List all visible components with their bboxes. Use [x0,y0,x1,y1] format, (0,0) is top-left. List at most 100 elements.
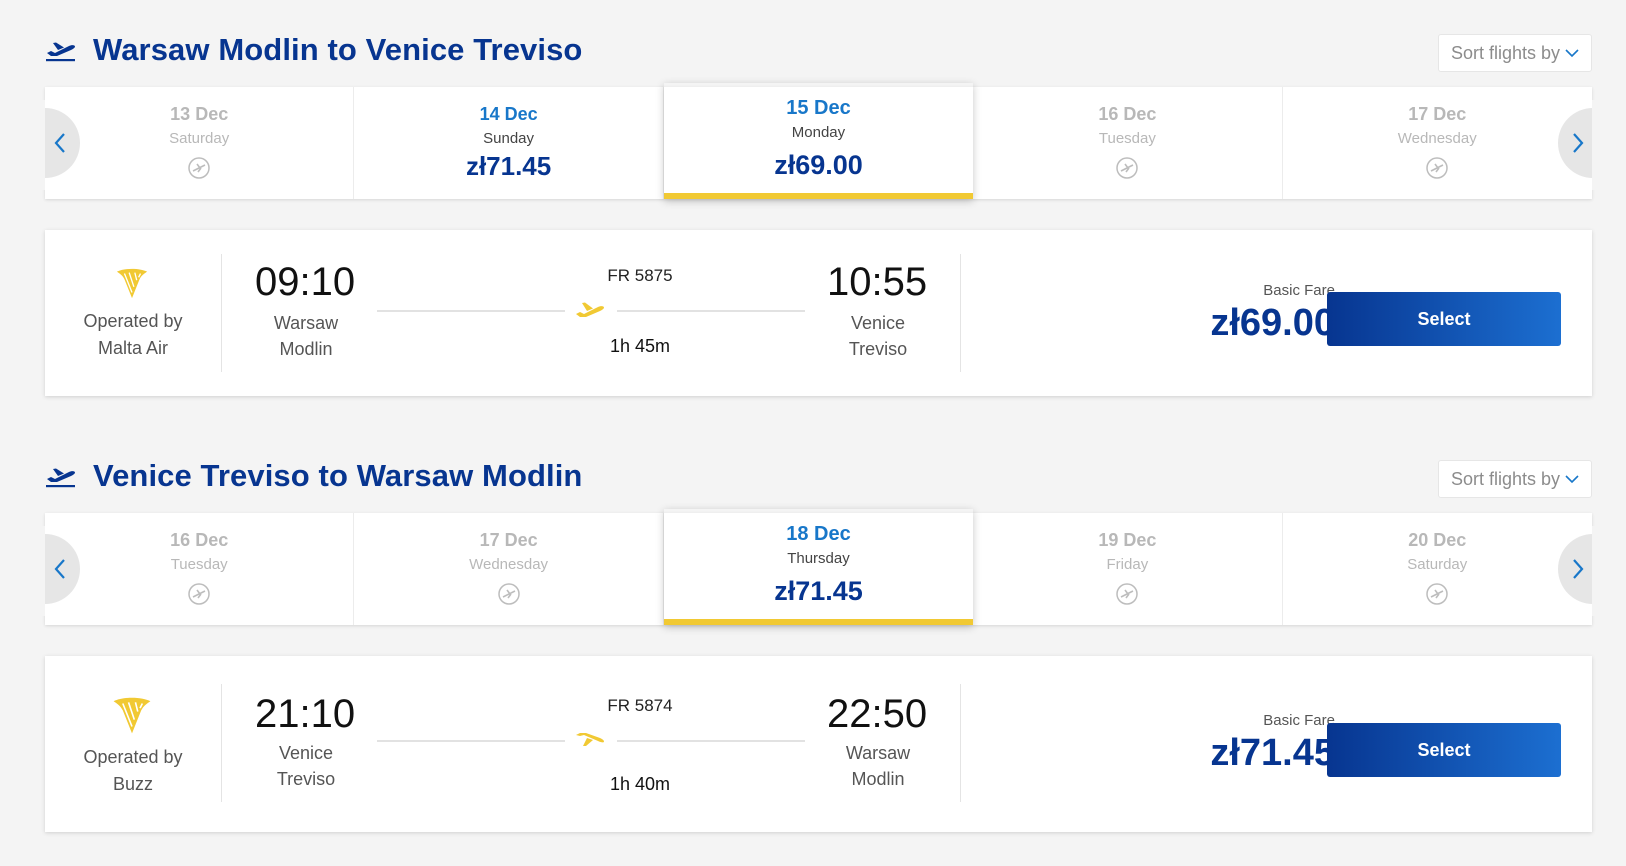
route-line [377,740,565,742]
no-flights-icon [497,583,520,605]
route-line [617,310,805,312]
arrival-city-line: Warsaw [845,743,911,763]
date-label: 13 Dec [170,104,229,124]
departure-time: 09:10 [255,260,356,304]
date-option[interactable]: 17 Dec Wednesday [1283,87,1592,199]
carousel-edge [1592,100,1626,190]
date-carousel: 13 Dec Saturday 14 Dec Sunday zł71.45 15… [45,87,1592,199]
ryanair-harp-icon [116,268,148,299]
no-flights-icon [1116,157,1139,179]
date-price: zł71.45 [465,151,552,181]
carousel-edge [0,100,45,190]
date-label: 17 Dec [1408,104,1467,124]
operated-by-label: Operated by [83,311,183,331]
fare-price: zł69.00 [1210,302,1335,344]
plane-takeoff-icon [46,468,75,488]
day-label: Saturday [169,130,230,147]
no-flights-icon [1116,583,1139,605]
day-label: Wednesday [469,556,549,573]
fare-label: Basic Fare [1263,282,1335,299]
carousel-edge [0,526,45,616]
chevron-left-icon [54,133,65,153]
date-option-selected[interactable]: 18 Dec Thursday zł71.45 [663,509,974,625]
select-flight-button[interactable]: Select [1327,723,1561,777]
no-flights-icon [188,583,210,605]
departure-city-line: Venice [278,743,334,763]
day-label: Tuesday [1098,130,1156,147]
chevron-left-icon [54,559,65,579]
date-option-selected[interactable]: 15 Dec Monday zł69.00 [663,83,974,199]
date-option[interactable]: 16 Dec Tuesday [45,513,355,625]
date-price: zł69.00 [774,150,863,180]
route-line [617,740,805,742]
operated-by-label: Operated by [83,747,183,767]
chevron-right-icon [1573,133,1584,153]
flight-duration: 1h 45m [609,336,671,356]
section-title: Warsaw Modlin to Venice Treviso [93,32,583,67]
arrival-city: Venice Treviso [818,310,938,362]
chevron-down-icon [1565,474,1579,483]
date-option[interactable]: 17 Dec Wednesday [354,513,664,625]
day-label: Wednesday [1397,130,1477,147]
select-flight-button[interactable]: Select [1327,292,1561,346]
fare-price: zł71.45 [1210,732,1335,774]
date-option[interactable]: 19 Dec Friday [973,513,1283,625]
section-header: Warsaw Modlin to Venice Treviso [45,28,582,72]
date-label: 14 Dec [479,104,538,124]
flight-card[interactable]: Operated by Malta Air 09:10 Warsaw Modli… [45,230,1592,396]
departure-city: Venice Treviso [246,740,366,792]
day-label: Monday [791,124,846,141]
departure-city-line: Modlin [279,339,333,359]
sort-flights-button[interactable]: Sort flights by [1438,34,1592,72]
arrival-city-line: Modlin [851,769,905,789]
arrival-city: Warsaw Modlin [818,740,938,792]
date-label: 17 Dec [479,530,538,550]
plane-takeoff-icon [576,302,604,317]
date-label: 15 Dec [786,97,851,119]
arrival-time: 22:50 [827,692,928,736]
date-option[interactable]: 16 Dec Tuesday [973,87,1283,199]
sort-label: Sort flights by [1450,42,1561,63]
departure-city: Warsaw Modlin [246,310,366,362]
chevron-right-icon [1573,559,1584,579]
carousel-edge [1592,526,1626,616]
flight-duration: 1h 40m [609,774,671,794]
operator-column: Operated by Malta Air [45,254,222,372]
arrival-city-line: Treviso [848,339,908,359]
date-label: 20 Dec [1408,530,1467,550]
day-label: Friday [1106,556,1149,573]
flight-number: FR 5874 [607,696,673,715]
divider [960,254,961,372]
date-option[interactable]: 20 Dec Saturday [1283,513,1592,625]
plane-landing-icon [576,733,604,746]
operator-column: Operated by Buzz [45,684,222,802]
flight-card[interactable]: Operated by Buzz 21:10 Venice Treviso FR… [45,656,1592,832]
day-label: Thursday [787,550,850,567]
date-option[interactable]: 13 Dec Saturday [45,87,355,199]
date-label: 16 Dec [1098,104,1157,124]
day-label: Tuesday [170,556,228,573]
departure-city-line: Treviso [276,769,336,789]
no-flights-icon [1426,583,1448,605]
ryanair-harp-icon [113,697,151,734]
date-price: zł71.45 [774,576,863,606]
sort-label: Sort flights by [1450,468,1561,489]
flight-number: FR 5875 [607,266,673,285]
departure-time: 21:10 [255,692,356,736]
fare-label: Basic Fare [1263,712,1335,729]
departure-city-line: Warsaw [273,313,339,333]
date-label: 16 Dec [170,530,229,550]
sort-flights-button[interactable]: Sort flights by [1438,460,1592,498]
date-label: 18 Dec [786,523,851,545]
arrival-city-line: Venice [850,313,906,333]
no-flights-icon [1426,157,1448,179]
arrival-time: 10:55 [827,260,928,304]
chevron-down-icon [1565,48,1579,57]
section-title: Venice Treviso to Warsaw Modlin [93,458,583,493]
date-option[interactable]: 14 Dec Sunday zł71.45 [354,87,664,199]
day-label: Sunday [483,130,535,147]
plane-takeoff-icon [46,42,75,62]
day-label: Saturday [1407,556,1468,573]
divider [960,684,961,802]
route-line [377,310,565,312]
